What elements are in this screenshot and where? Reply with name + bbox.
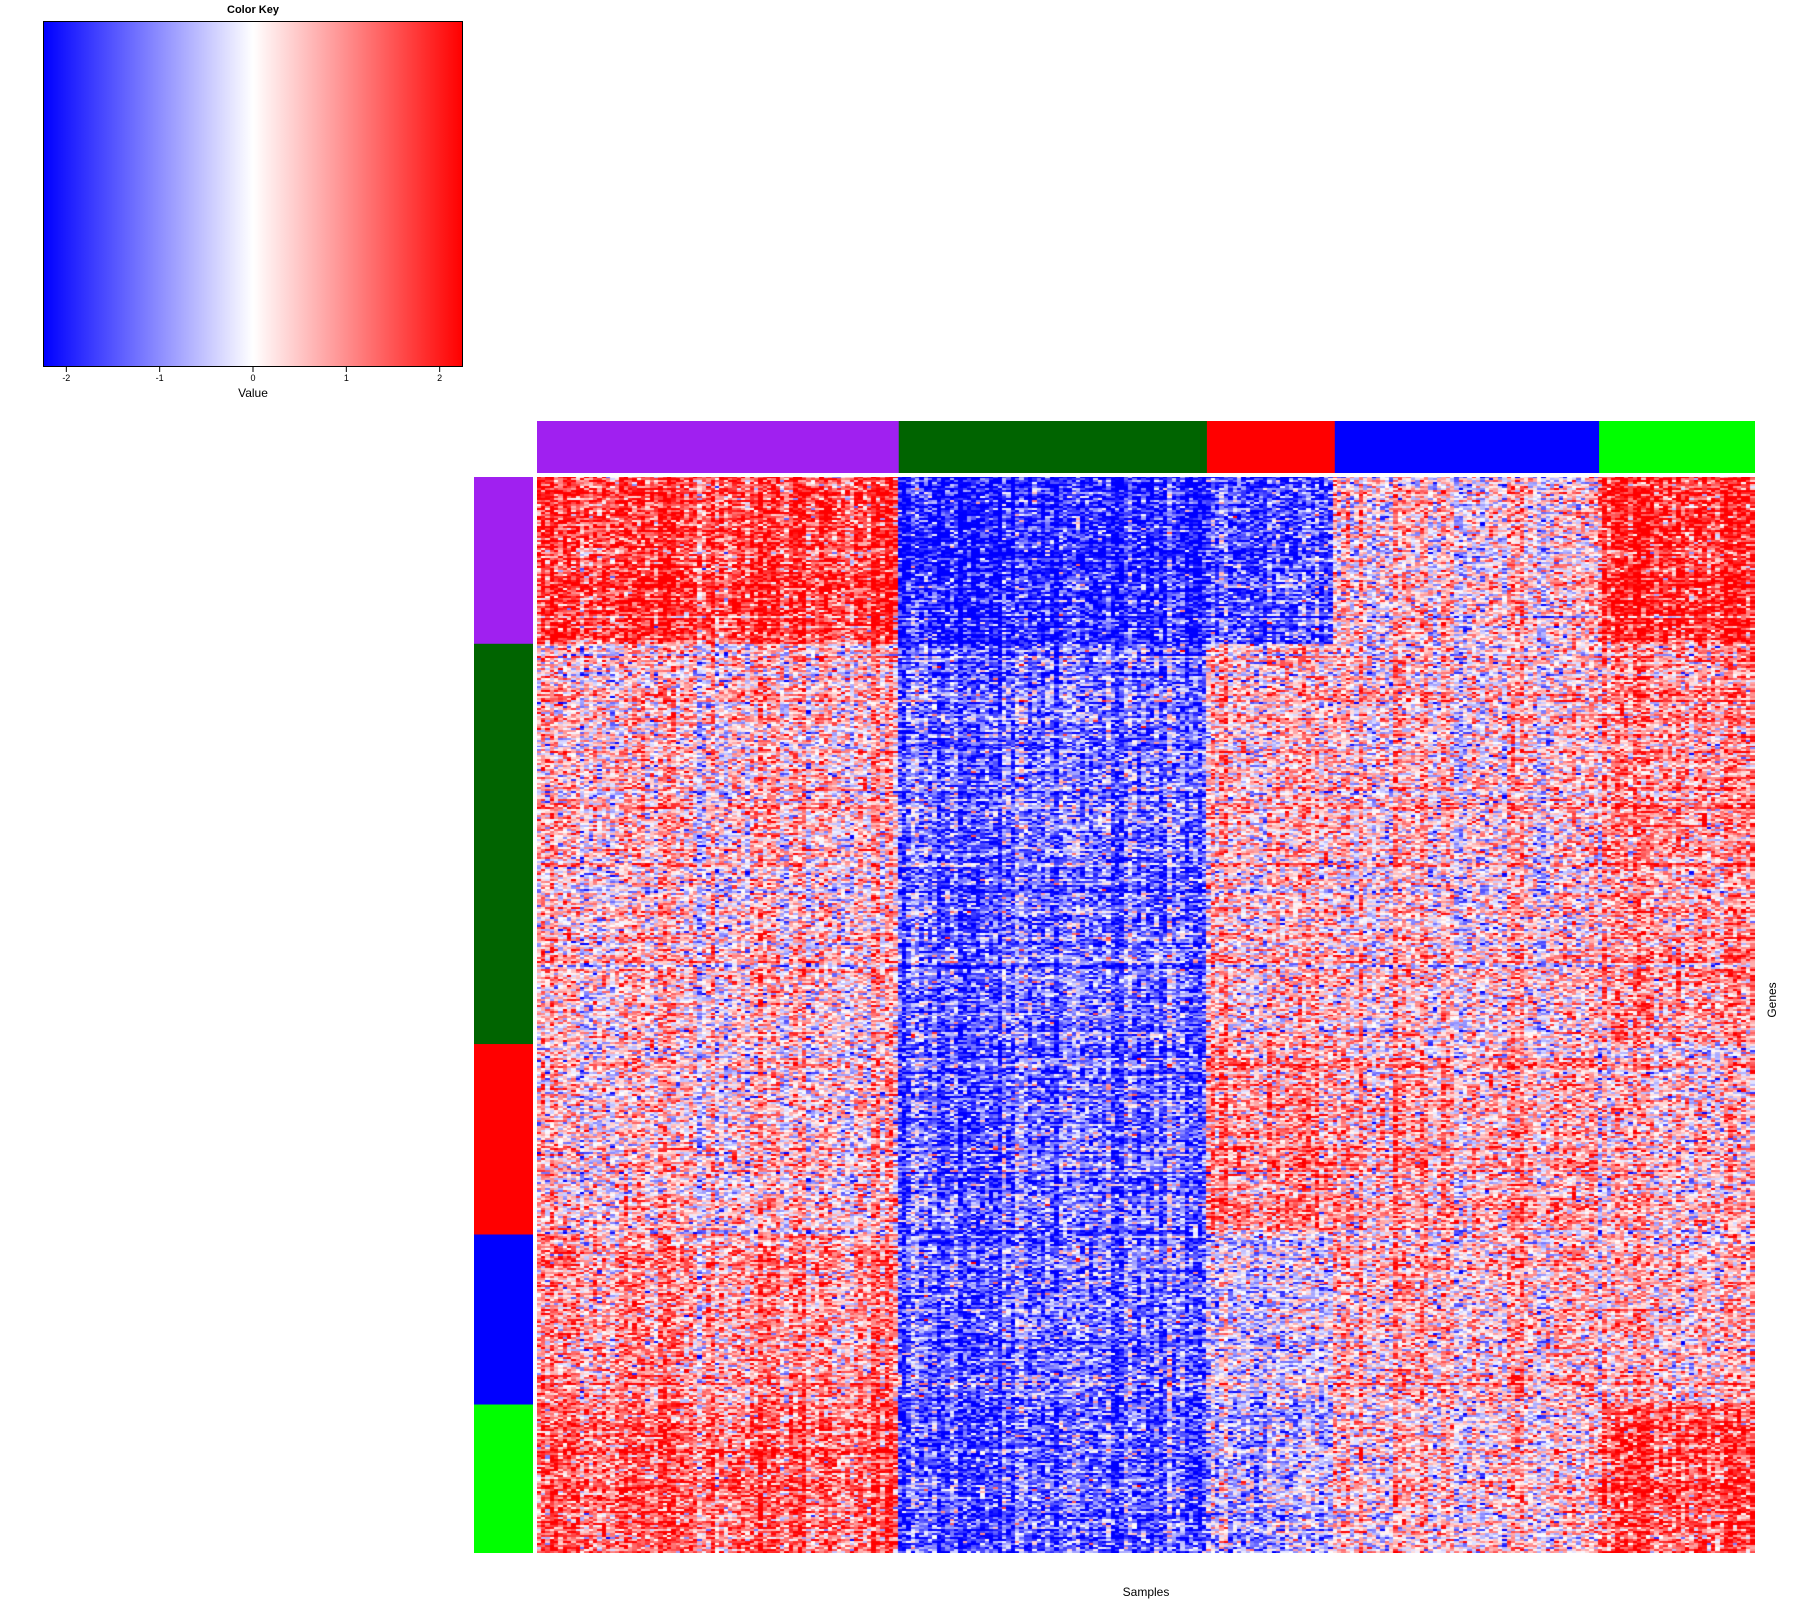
color-key-tick-label: -1: [156, 373, 164, 383]
color-key-tick-label: 1: [344, 373, 349, 383]
color-key-tick-label: 2: [437, 373, 442, 383]
column-group-5: [1599, 421, 1755, 473]
color-key-xlabel: Value: [238, 386, 268, 400]
row-group-5: [474, 1404, 533, 1553]
color-key-axis: -2 -1 0 1 2: [62, 367, 442, 383]
row-side-colors: [474, 477, 533, 1553]
color-key-tick-label: 0: [250, 373, 255, 383]
column-group-3: [1206, 421, 1336, 473]
color-key-title: Color Key: [227, 4, 279, 16]
row-group-3: [474, 1044, 533, 1236]
row-group-2: [474, 643, 533, 1045]
row-group-4: [474, 1234, 533, 1406]
column-group-1: [537, 421, 900, 473]
row-group-1: [474, 477, 533, 645]
heatmap-grid: [537, 477, 1755, 1553]
column-group-4: [1334, 421, 1600, 473]
column-side-colors: [537, 421, 1755, 473]
column-group-2: [898, 421, 1208, 473]
y-axis-label: Genes: [1765, 982, 1779, 1018]
color-key-tick-label: -2: [62, 373, 70, 383]
color-key-gradient: [43, 21, 463, 367]
x-axis-label: Samples: [1122, 1585, 1170, 1599]
